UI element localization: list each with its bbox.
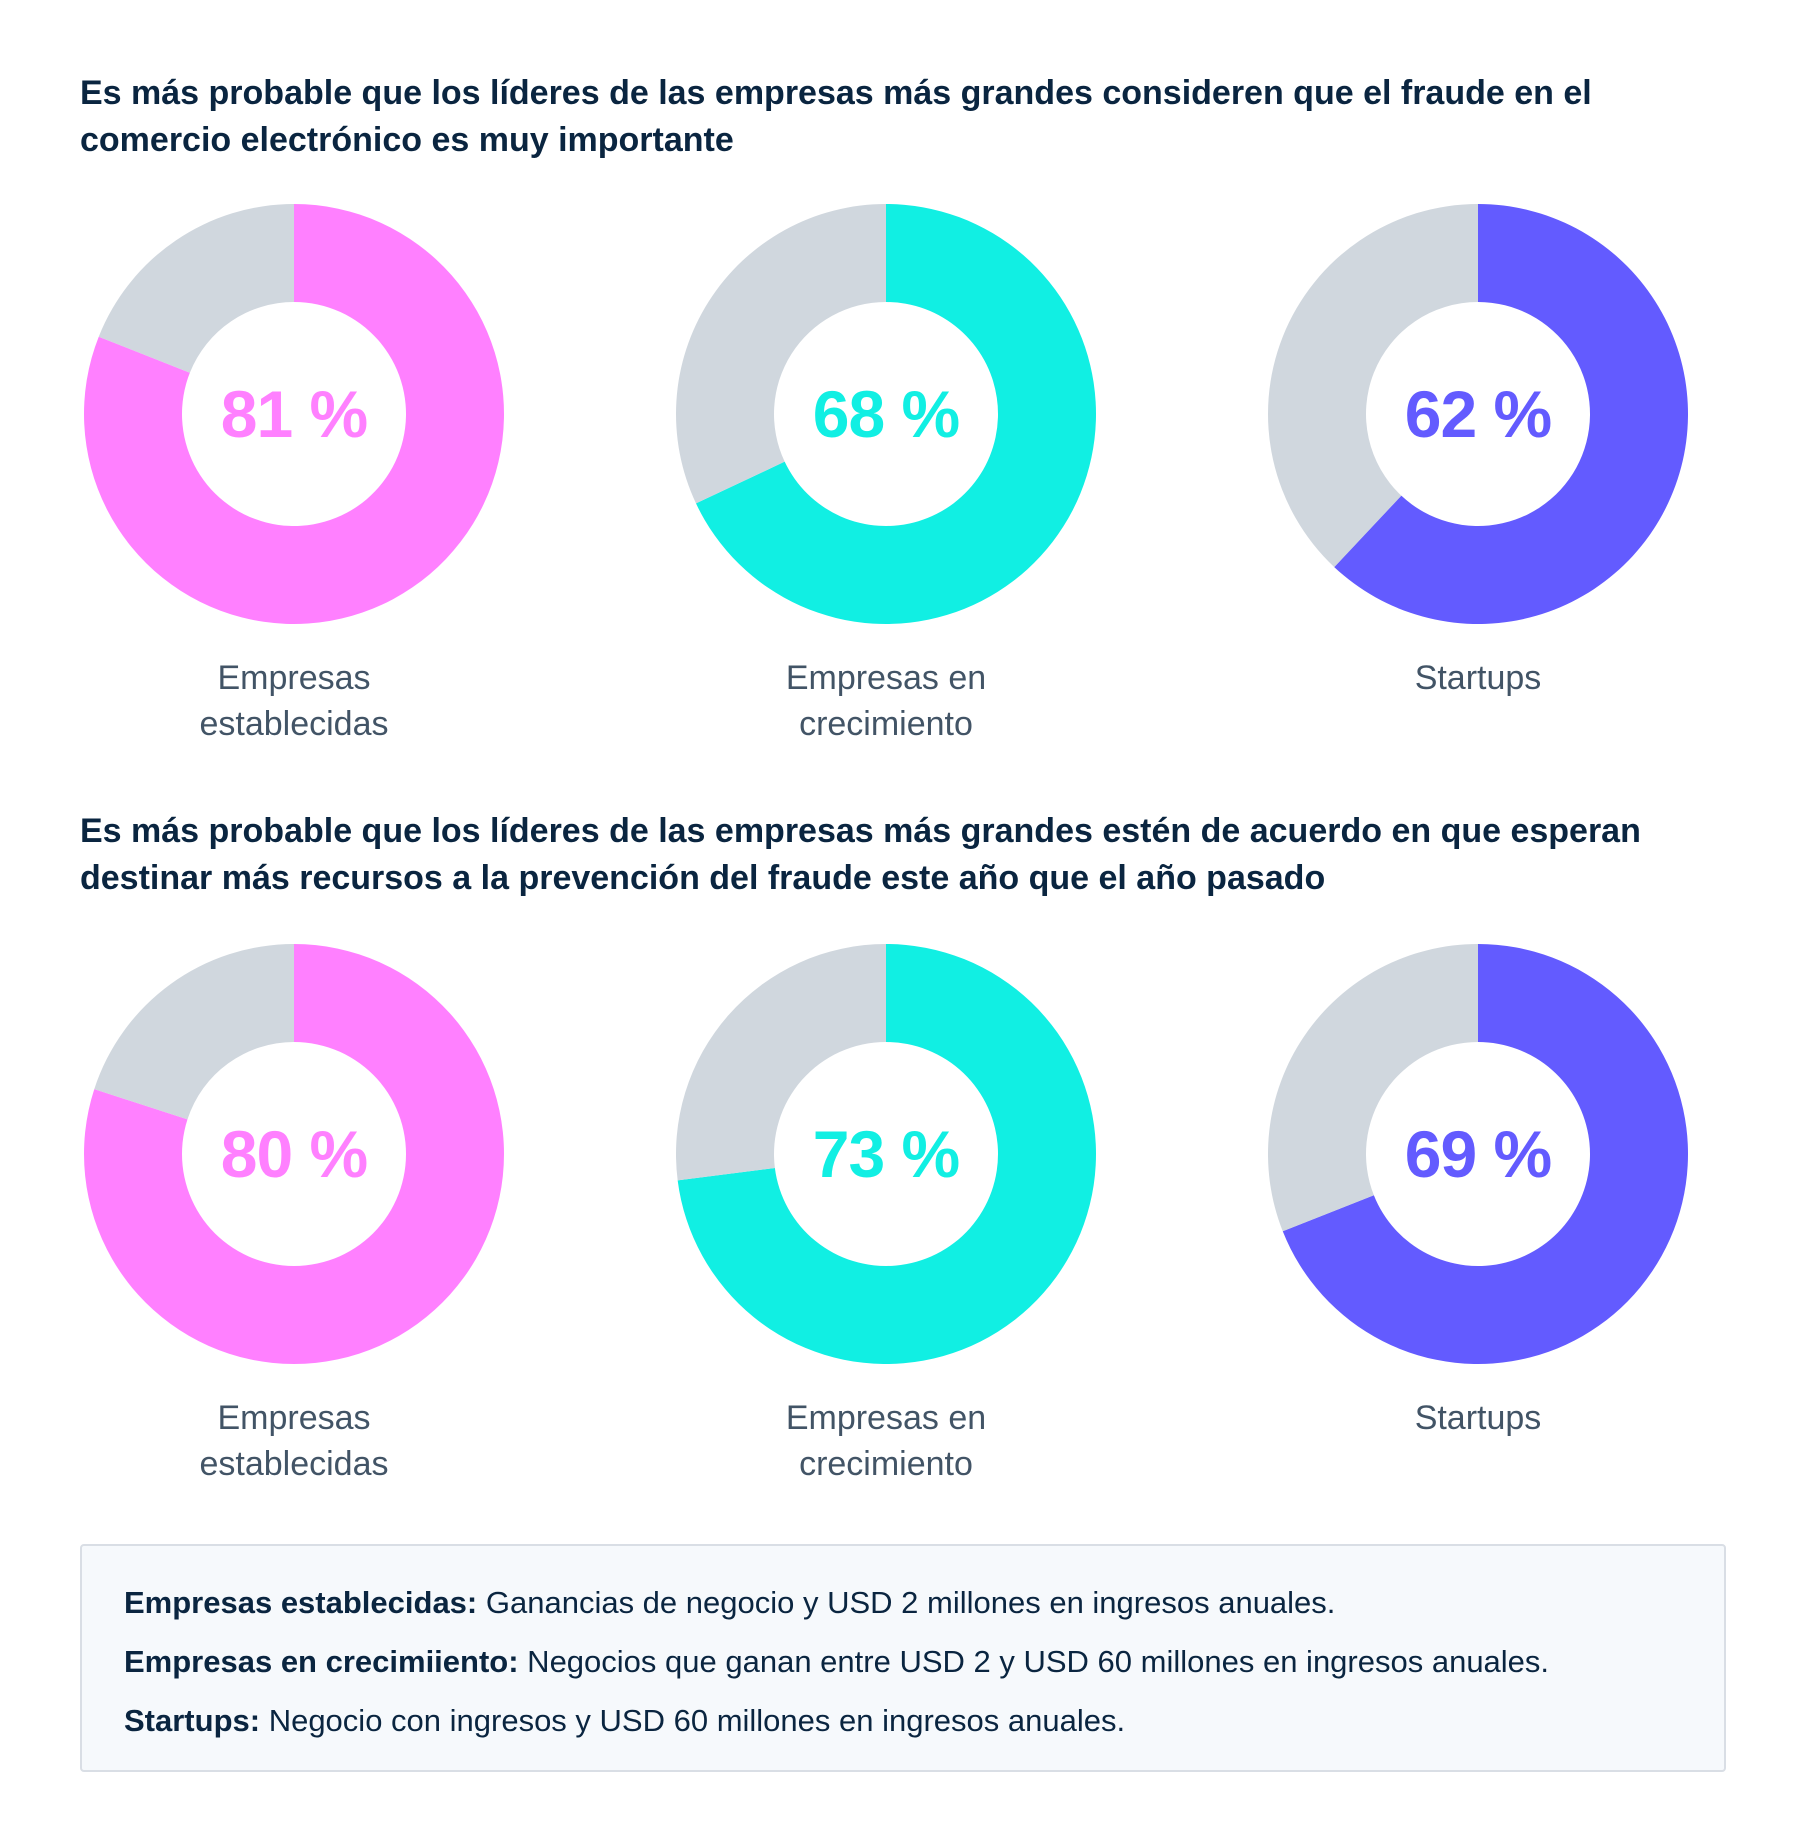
donut-svg	[83, 944, 504, 1364]
donut-value-label: 81 %	[220, 377, 368, 451]
section-title-1: Es más probable que los líderes de las e…	[80, 74, 1592, 159]
donut-slice-remainder	[1268, 204, 1478, 568]
category-label: Startups	[1258, 1395, 1698, 1441]
category-label-line: Empresas	[217, 1399, 371, 1437]
category-label: Empresas en crecimiento	[666, 1395, 1106, 1487]
donut-value-label: 73 %	[812, 1117, 960, 1191]
definitions-box: Empresas establecidas: Ganancias de nego…	[80, 1544, 1726, 1772]
definition-text: Negocio con ingresos y USD 60 millones e…	[260, 1703, 1126, 1738]
category-label-line: establecidas	[199, 1445, 389, 1483]
donut-slice-value	[1334, 204, 1688, 624]
category-label-line: Empresas	[217, 659, 371, 697]
section-title-2: Es más probable que los líderes de las e…	[80, 812, 1641, 897]
category-label-line: Empresas en	[785, 659, 987, 697]
donut-slice-remainder	[98, 204, 294, 373]
donut-chart-startups: 62 %	[1258, 194, 1698, 634]
donut-slice-value	[695, 204, 1096, 624]
definition-term: Empresas en crecimiiento:	[124, 1644, 519, 1679]
donut-slice-remainder	[676, 944, 886, 1181]
category-label-line: establecidas	[199, 705, 389, 743]
donut-slice-remainder	[1268, 944, 1478, 1232]
donut-chart-crecimiento: 73 %	[666, 934, 1106, 1374]
donut-svg	[1268, 944, 1688, 1364]
donut-value-label: 80 %	[220, 1117, 368, 1191]
donut-chart-crecimiento: 68 %	[666, 194, 1106, 634]
donut-svg	[676, 944, 1096, 1364]
donut-value-label: 62 %	[1404, 377, 1552, 451]
donut-value-label: 69 %	[1404, 1117, 1552, 1191]
donut-chart-establecidas: 80 %	[74, 934, 514, 1374]
definition-text: Ganancias de negocio y USD 2 millones en…	[477, 1585, 1336, 1620]
definition-crecimiento: Empresas en crecimiiento: Negocios que g…	[124, 1639, 1682, 1684]
donut-svg	[1268, 204, 1688, 624]
category-label-line: crecimiento	[799, 705, 973, 743]
donut-slice-value	[83, 944, 504, 1364]
category-label: Empresas establecidas	[74, 655, 514, 747]
definition-text: Negocios que ganan entre USD 2 y USD 60 …	[518, 1644, 1550, 1679]
category-label-line: Startups	[1414, 659, 1542, 697]
donut-svg	[676, 204, 1096, 624]
donut-chart-establecidas: 81 %	[74, 194, 514, 634]
category-label: Empresas establecidas	[74, 1395, 514, 1487]
donut-slice-value	[83, 204, 505, 624]
definition-term: Startups:	[124, 1703, 261, 1738]
category-label: Startups	[1258, 655, 1698, 701]
category-label-line: Startups	[1414, 1399, 1542, 1437]
donut-value-label: 68 %	[812, 377, 960, 451]
donut-slice-remainder	[94, 944, 294, 1120]
definition-term: Empresas establecidas:	[124, 1585, 478, 1620]
donut-svg	[83, 204, 505, 624]
definition-establecidas: Empresas establecidas: Ganancias de nego…	[124, 1580, 1682, 1625]
donut-slice-remainder	[676, 204, 886, 504]
category-label: Empresas en crecimiento	[666, 655, 1106, 747]
definition-startups: Startups: Negocio con ingresos y USD 60 …	[124, 1698, 1682, 1743]
donut-slice-value	[1282, 944, 1688, 1364]
category-label-line: Empresas en	[785, 1399, 987, 1437]
category-label-line: crecimiento	[799, 1445, 973, 1483]
donut-slice-value	[677, 944, 1096, 1364]
donut-chart-startups: 69 %	[1258, 934, 1698, 1374]
